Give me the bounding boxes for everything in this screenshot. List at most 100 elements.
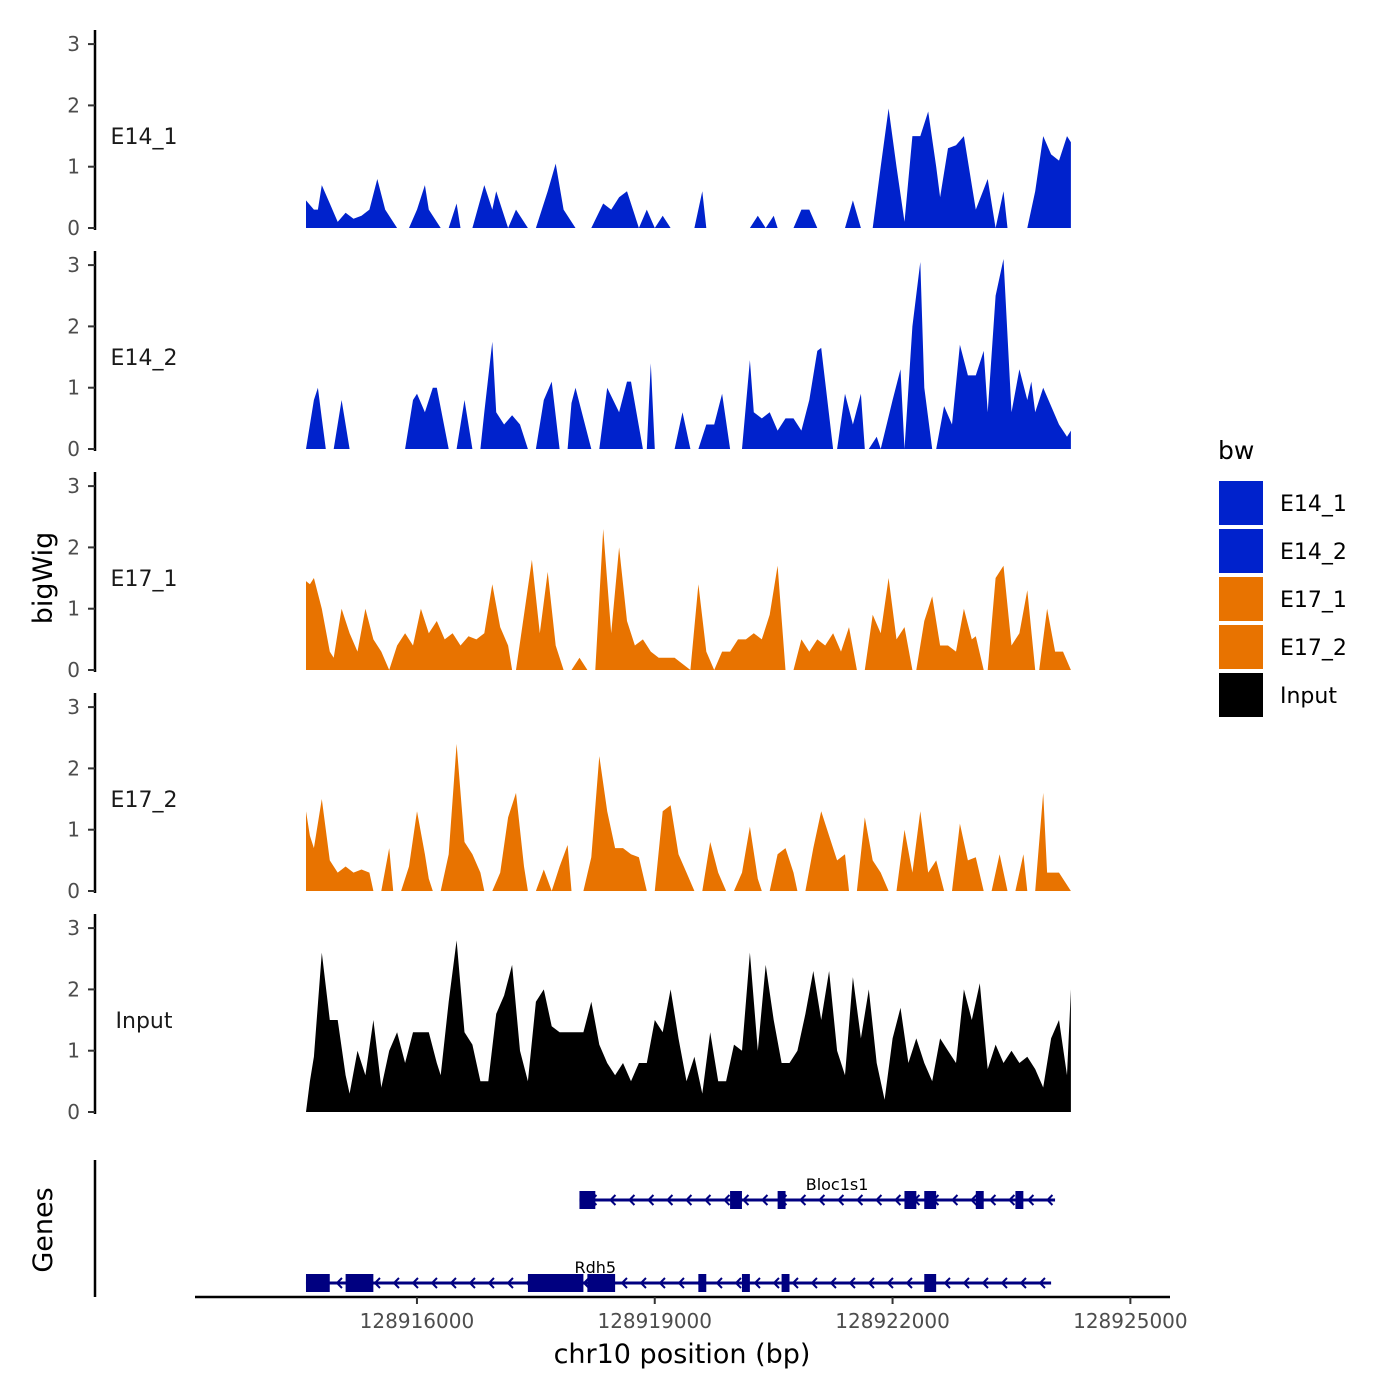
gene-exon [587, 1274, 616, 1292]
strand-chevron [1046, 1194, 1054, 1206]
x-axis-title: chr10 position (bp) [554, 1339, 811, 1370]
strand-chevron [658, 1277, 666, 1289]
legend-label-E14_2: E14_2 [1280, 540, 1347, 565]
y-tick-label: 0 [67, 437, 80, 461]
strand-chevron [943, 1277, 951, 1289]
legend-label-Input: Input [1280, 684, 1337, 709]
legend-swatch-E14_1 [1217, 479, 1265, 527]
track-label-E14_1: E14_1 [111, 125, 178, 150]
strand-chevron [506, 1277, 514, 1289]
strand-chevron [742, 1194, 750, 1206]
gene-exon [527, 1274, 584, 1292]
y-tick-label: 2 [67, 977, 80, 1001]
gene-Bloc1s1: Bloc1s1 [579, 1175, 1056, 1209]
strand-chevron [970, 1194, 978, 1206]
strand-chevron [468, 1277, 476, 1289]
strand-chevron [905, 1277, 913, 1289]
track-panel-Input: 0 1 2 3 Input [67, 914, 1071, 1124]
strand-chevron [609, 1194, 617, 1206]
gene-exon [741, 1274, 750, 1292]
signal-tracks: 0 1 2 3 E14_1 0 1 2 3 E14_2 0 1 2 3 E17_1 0 1 2 3 E17_2 0 1 2 3… [67, 30, 1071, 1124]
legend-swatch-Input [1217, 671, 1265, 719]
gene-exon [305, 1274, 330, 1292]
strand-chevron [628, 1194, 636, 1206]
x-tick-label: 128919000 [597, 1309, 712, 1333]
strand-chevron [734, 1277, 742, 1289]
strand-chevron [989, 1194, 997, 1206]
y-tick-label: 1 [67, 1039, 80, 1063]
gene-exon [730, 1191, 742, 1209]
y-tick-label: 3 [67, 695, 80, 719]
legend-swatch-E17_2 [1217, 623, 1265, 671]
y-tick-label: 3 [67, 916, 80, 940]
gene-exon [924, 1274, 937, 1292]
gene-track: Rdh5 Bloc1s1 [93, 1160, 1056, 1297]
strand-chevron [791, 1277, 799, 1289]
gene-exon [579, 1191, 596, 1209]
strand-chevron [818, 1194, 826, 1206]
y-tick-label: 3 [67, 253, 80, 277]
gene-exon [1015, 1191, 1024, 1209]
y-tick-label: 2 [67, 93, 80, 117]
gene-Rdh5: Rdh5 [305, 1258, 1052, 1292]
track-label-E17_1: E17_1 [111, 567, 178, 592]
y-tick-label: 0 [67, 658, 80, 682]
strand-chevron [373, 1277, 381, 1289]
strand-chevron [487, 1277, 495, 1289]
strand-chevron [951, 1194, 959, 1206]
strand-chevron [867, 1277, 875, 1289]
legend-swatch-E14_2 [1217, 527, 1265, 575]
strand-chevron [335, 1277, 343, 1289]
strand-chevron [666, 1194, 674, 1206]
y-tick-label: 2 [67, 756, 80, 780]
track-label-E14_2: E14_2 [111, 346, 178, 371]
track-label-Input: Input [116, 1009, 173, 1034]
legend-label-E17_1: E17_1 [1280, 588, 1347, 613]
strand-chevron [1000, 1277, 1008, 1289]
strand-chevron [1008, 1194, 1016, 1206]
strand-chevron [449, 1277, 457, 1289]
track-label-E17_2: E17_2 [111, 788, 178, 813]
strand-chevron [723, 1194, 731, 1206]
strand-chevron [875, 1194, 883, 1206]
strand-chevron [639, 1277, 647, 1289]
strand-chevron [1038, 1277, 1046, 1289]
gene-exon [975, 1191, 984, 1209]
signal-area-E14_2 [306, 259, 1071, 449]
strand-chevron [829, 1277, 837, 1289]
signal-area-E14_1 [306, 108, 1071, 228]
y-tick-label: 0 [67, 216, 80, 240]
legend: bw E14_1 E14_2 E17_1 E17_2 Input [1217, 436, 1347, 719]
y-tick-label: 0 [67, 879, 80, 903]
strand-chevron [620, 1277, 628, 1289]
gene-label-Rdh5: Rdh5 [575, 1258, 617, 1277]
strand-chevron [430, 1277, 438, 1289]
signal-area-Input [306, 940, 1071, 1112]
track-panel-E17_2: 0 1 2 3 E17_2 [67, 693, 1071, 903]
strand-chevron [837, 1194, 845, 1206]
signal-area-E17_1 [306, 529, 1071, 670]
track-panel-E17_1: 0 1 2 3 E17_1 [67, 472, 1071, 682]
y-tick-label: 3 [67, 474, 80, 498]
legend-swatch-E17_1 [1217, 575, 1265, 623]
y-tick-label: 1 [67, 376, 80, 400]
gene-exon [924, 1191, 937, 1209]
gene-label-Bloc1s1: Bloc1s1 [806, 1175, 869, 1194]
strand-chevron [753, 1277, 761, 1289]
strand-chevron [685, 1194, 693, 1206]
strand-chevron [772, 1277, 780, 1289]
y-tick-label: 2 [67, 314, 80, 338]
signal-area-E17_2 [306, 743, 1071, 891]
strand-chevron [799, 1194, 807, 1206]
strand-chevron [392, 1277, 400, 1289]
strand-chevron [704, 1194, 712, 1206]
strand-chevron [1027, 1194, 1035, 1206]
y-tick-label: 3 [67, 32, 80, 56]
strand-chevron [856, 1194, 864, 1206]
gene-exon [698, 1274, 707, 1292]
strand-chevron [886, 1277, 894, 1289]
x-tick-label: 128925000 [1073, 1309, 1188, 1333]
track-panel-E14_2: 0 1 2 3 E14_2 [67, 251, 1071, 461]
y-tick-label: 1 [67, 597, 80, 621]
